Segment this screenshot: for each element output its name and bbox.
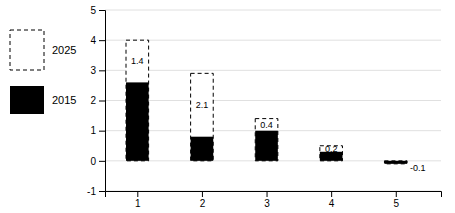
tick-mark: [331, 191, 332, 197]
tick-mark: [396, 191, 397, 197]
tick-label: 2: [200, 198, 206, 209]
axis-line: [106, 192, 442, 198]
tick-label: 4: [329, 198, 335, 209]
tick: 4: [329, 191, 335, 209]
tick-label: 2: [90, 95, 96, 106]
tick-mark: [202, 191, 203, 197]
grid-line: [105, 70, 441, 71]
tick: 4: [90, 35, 105, 46]
tick-label: 0: [90, 156, 96, 167]
tick-label: 5: [90, 5, 96, 16]
tick-mark: [99, 70, 105, 71]
tick-label: 3: [90, 65, 96, 76]
bar: [126, 82, 149, 160]
x-axis: 1 2 3 4 5: [106, 191, 442, 209]
bar: [255, 131, 278, 161]
tick-label: 1: [135, 198, 141, 209]
legend: 2025 2015: [10, 30, 76, 114]
legend-item: 2025: [10, 30, 76, 70]
tick-mark: [99, 40, 105, 41]
tick-label: -1: [87, 186, 96, 197]
tick: 1: [135, 191, 141, 209]
tick-mark: [137, 191, 138, 197]
tick-mark: [99, 161, 105, 162]
legend-label: 2025: [52, 44, 76, 56]
tick-label: 5: [393, 198, 399, 209]
tick: 5: [90, 5, 105, 16]
axis-line: [99, 11, 106, 192]
bar: [191, 137, 214, 161]
y-axis: -1 0 1 2 3 4 5: [87, 5, 105, 197]
tick: 2: [90, 95, 105, 106]
legend-swatch: [10, 30, 44, 70]
bar: [384, 161, 407, 164]
chart: -1 0 1 2 3 4 5 1 2 3 4 5 1.4 2.1 0.4 0.2 -0.1 2025 2015: [0, 0, 455, 213]
tick: 1: [90, 125, 105, 136]
tick: 0: [90, 156, 105, 167]
tick: 2: [200, 191, 206, 209]
tick: 3: [264, 191, 270, 209]
annotation: 0.4: [260, 120, 273, 130]
annotation: 2.1: [196, 100, 209, 110]
grid-line: [105, 10, 441, 11]
tick-mark: [99, 10, 105, 11]
tick-mark: [99, 191, 105, 192]
annotation: 0.2: [325, 144, 338, 154]
tick: 3: [90, 65, 105, 76]
legend-item: 2015: [10, 86, 76, 114]
bar: [384, 161, 407, 164]
tick-mark: [99, 131, 105, 132]
annotation: 1.4: [131, 56, 144, 66]
tick-label: 3: [264, 198, 270, 209]
bars: [126, 40, 407, 164]
bar: [126, 40, 149, 161]
tick: 5: [393, 191, 399, 209]
series: [126, 82, 407, 163]
tick-label: 4: [90, 35, 96, 46]
legend-label: 2015: [52, 94, 76, 106]
bar: [255, 119, 278, 161]
tick: -1: [87, 186, 105, 197]
plot: -1 0 1 2 3 4 5 1 2 3 4 5 1.4 2.1 0.4 0.2 -0.1: [87, 5, 441, 209]
tick-mark: [99, 101, 105, 102]
tick-mark: [267, 191, 268, 197]
grid: [105, 10, 441, 191]
annotations: 1.4 2.1 0.4 0.2 -0.1: [131, 56, 426, 173]
legend-swatch: [10, 86, 44, 114]
tick-label: 1: [90, 125, 96, 136]
grid-line: [105, 100, 441, 101]
series: [126, 40, 407, 164]
grid-line: [105, 40, 441, 41]
bar: [191, 73, 214, 160]
annotation: -0.1: [410, 163, 426, 173]
